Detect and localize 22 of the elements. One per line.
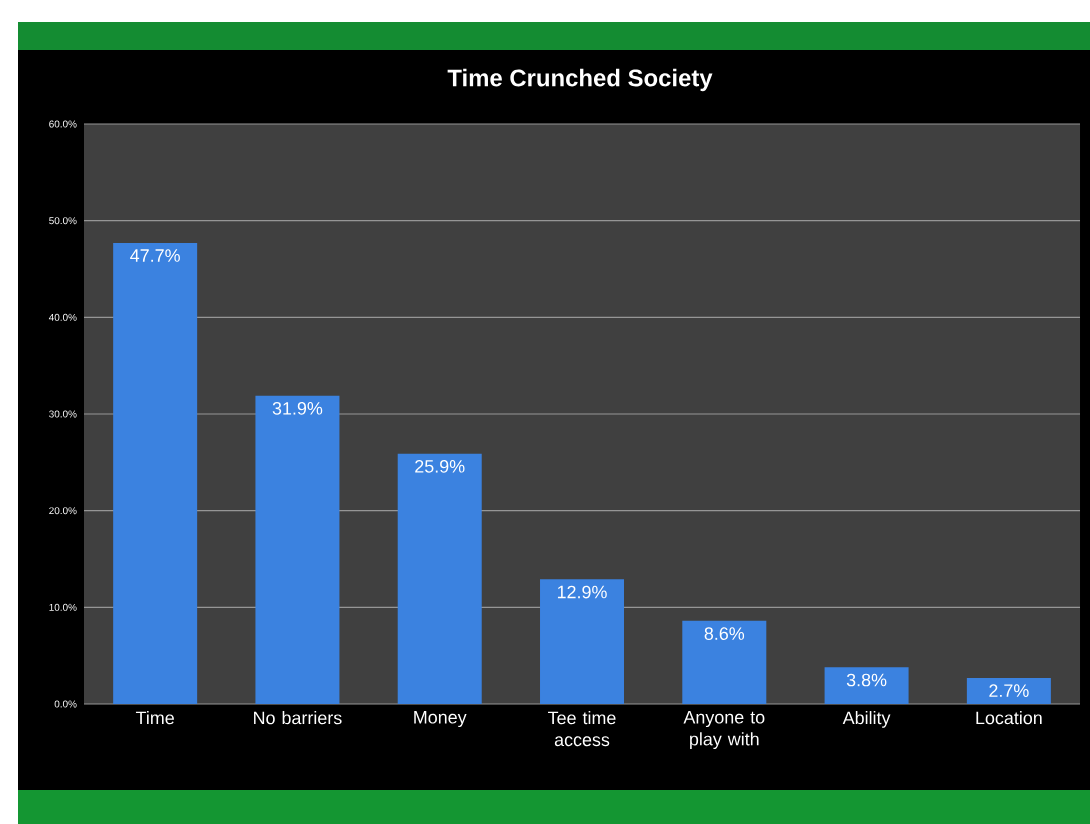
data-label: 3.8% xyxy=(846,673,887,687)
data-label: 47.7% xyxy=(130,249,180,262)
data-label: 25.9% xyxy=(415,460,465,473)
bar xyxy=(540,579,625,704)
x-tick-label: Money xyxy=(414,711,467,728)
chart-title: Time Crunched Society xyxy=(447,68,713,92)
x-tick-label: Tee time access xyxy=(548,711,616,747)
x-tick-label: Time xyxy=(135,711,174,725)
bar xyxy=(113,242,198,704)
x-tick-label: Location xyxy=(976,711,1042,725)
x-tick-label: No barriers xyxy=(254,711,342,725)
bar xyxy=(397,453,482,704)
bar xyxy=(682,620,767,704)
x-tick-label: Ability xyxy=(842,711,891,728)
bar xyxy=(966,677,1051,704)
data-label: 8.6% xyxy=(704,627,745,640)
x-tick-label: Anyone to play with xyxy=(683,711,765,750)
data-label: 12.9% xyxy=(557,585,607,599)
data-label: 2.7% xyxy=(989,684,1029,697)
bar xyxy=(255,395,340,704)
data-label: 31.9% xyxy=(272,402,323,415)
bar xyxy=(824,667,909,704)
